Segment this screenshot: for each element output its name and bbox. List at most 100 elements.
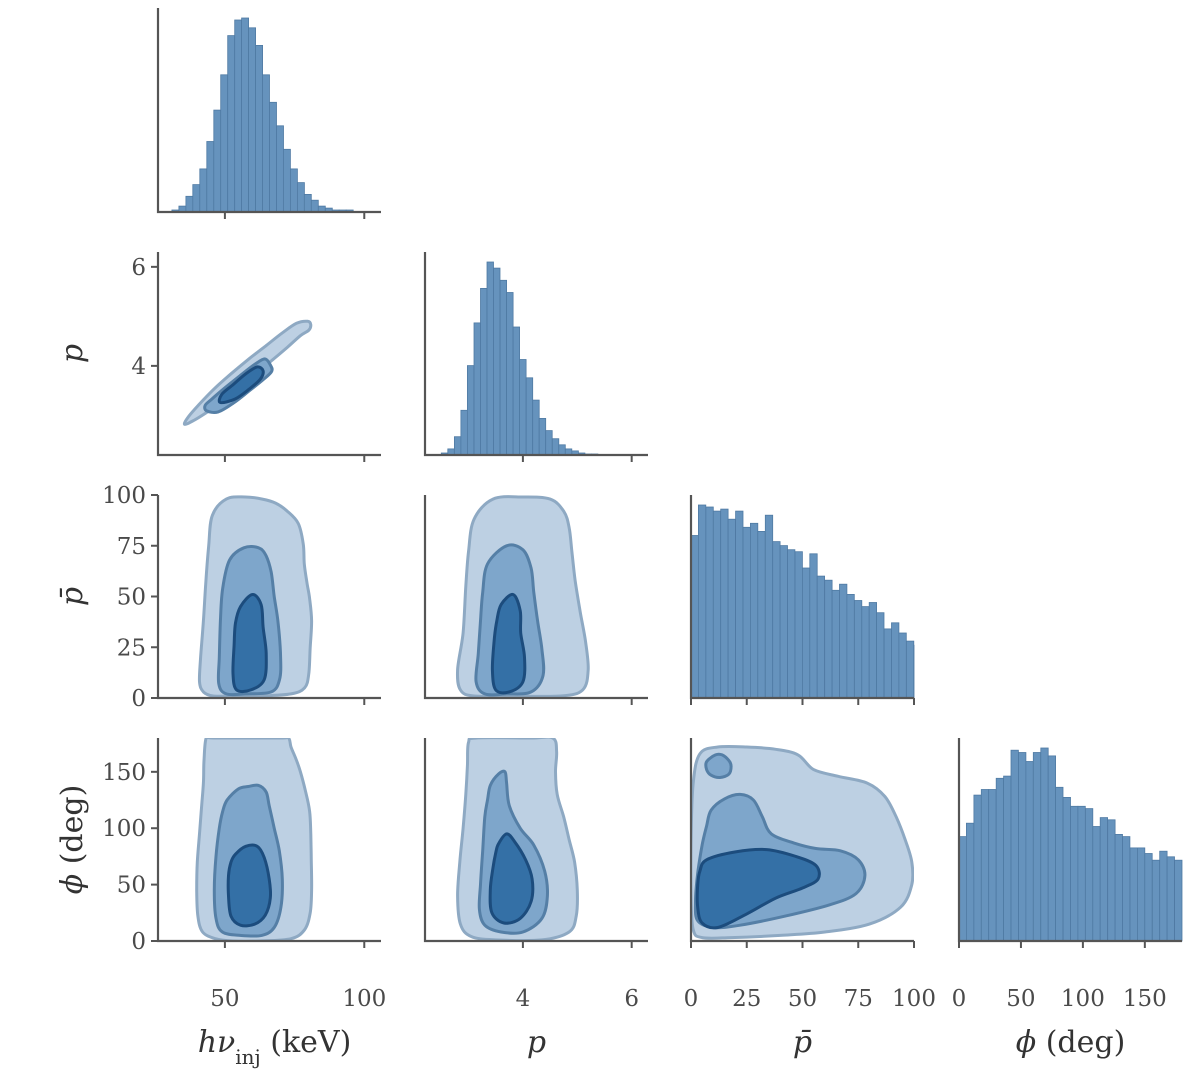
histogram-bar <box>289 168 298 213</box>
histogram-bar <box>705 506 714 699</box>
histogram-bar <box>995 777 1005 942</box>
x-tick-label: 0 <box>952 986 967 1012</box>
histogram-bar <box>750 522 759 699</box>
histogram-bar <box>453 436 462 456</box>
histogram-bar <box>698 504 707 699</box>
histogram-bar <box>296 182 305 213</box>
y-axis-label-p: p <box>55 344 90 363</box>
histogram-bar <box>1099 817 1108 942</box>
histogram-bar <box>779 545 788 699</box>
histogram-bar <box>973 794 982 942</box>
histogram-bar <box>831 589 840 699</box>
histogram-bar <box>227 35 236 213</box>
histogram-bar <box>506 292 514 456</box>
histogram-bar <box>898 632 907 699</box>
contour-inner <box>217 365 265 405</box>
y-tick-label: 50 <box>117 585 146 611</box>
histogram-bar <box>876 612 885 699</box>
histogram-bar <box>1032 752 1042 942</box>
x-tick-label: 50 <box>210 986 239 1012</box>
histogram-bar <box>1055 786 1064 942</box>
histogram-bar <box>499 279 508 456</box>
histogram-bar <box>532 399 540 456</box>
histogram-phi <box>958 747 1183 942</box>
axis-label-symbol: p̄ <box>55 587 90 606</box>
axes-spine <box>156 252 381 457</box>
histogram-bar <box>558 444 566 456</box>
histogram-bar <box>525 377 534 456</box>
y-tick-label: 25 <box>117 635 146 661</box>
histogram-bar <box>839 583 848 699</box>
histogram-bar <box>1174 859 1183 942</box>
contour-panel-p-pbar <box>455 495 590 698</box>
histogram-bar <box>868 602 878 699</box>
axis-label-subscript: inj <box>235 1045 260 1069</box>
y-tick-label: 100 <box>102 816 146 842</box>
histogram-bar <box>512 326 520 456</box>
histogram-bar <box>891 622 900 699</box>
histogram-bar <box>809 553 818 699</box>
x-tick-label: 100 <box>1061 986 1105 1012</box>
histogram-bar <box>1092 826 1101 942</box>
histogram-bar <box>772 541 781 699</box>
contour-inner <box>231 593 268 694</box>
histogram-bar <box>282 148 291 213</box>
contour-inner <box>695 847 821 930</box>
histogram-bar <box>493 267 501 456</box>
contour-island <box>704 752 733 780</box>
axes-spine <box>156 8 381 214</box>
histogram-bar <box>1144 853 1153 942</box>
y-tick-label: 0 <box>131 686 146 712</box>
x-axis-label-pbar: p̄ <box>793 1025 812 1060</box>
histogram-hnu <box>171 17 354 213</box>
axis-label-symbol: p <box>55 344 90 363</box>
histogram-bar <box>538 417 547 456</box>
histogram-bar <box>1159 850 1168 942</box>
histogram-bar <box>757 531 766 699</box>
axis-label-symbol: hν <box>198 1025 236 1060</box>
x-tick-label: 100 <box>342 986 386 1012</box>
y-axis-label-phi: ϕ (deg) <box>55 785 90 895</box>
histogram-bar <box>234 19 243 213</box>
y-tick-label: 75 <box>117 534 146 560</box>
x-tick-label: 50 <box>1006 986 1035 1012</box>
axis-label-symbol: p̄ <box>793 1025 812 1060</box>
histogram-bar <box>727 518 736 699</box>
y-tick-label: 4 <box>131 354 146 380</box>
axes-spine <box>423 252 648 457</box>
histogram-bar <box>1107 819 1116 942</box>
histogram-bar <box>255 45 264 213</box>
histogram-bar <box>764 514 774 699</box>
histogram-bar <box>988 789 997 942</box>
y-tick-label: 6 <box>131 255 146 281</box>
contour-panel-hnu-pbar <box>197 495 314 698</box>
histogram-bar <box>1047 755 1056 942</box>
histogram-bar <box>1114 834 1123 942</box>
contour-inner <box>490 592 527 695</box>
histogram-bar <box>1025 761 1034 942</box>
axes-spine <box>423 738 648 943</box>
histogram-bar <box>1151 859 1161 942</box>
histogram-bar <box>199 168 208 213</box>
histogram-bar <box>690 535 699 699</box>
y-tick-label: 100 <box>102 483 146 509</box>
x-tick-label: 25 <box>732 986 761 1012</box>
x-tick-label: 4 <box>516 986 531 1012</box>
y-tick-label: 150 <box>102 760 146 786</box>
x-tick-label: 0 <box>684 986 699 1012</box>
histogram-bar <box>1137 847 1146 942</box>
histogram-bar <box>906 640 915 699</box>
histogram-bar <box>720 508 729 699</box>
histogram-bar <box>742 526 751 699</box>
histogram-bar <box>1010 749 1019 942</box>
histogram-bar <box>269 101 277 213</box>
x-axis-label-p: p <box>527 1025 546 1060</box>
axis-label-symbol: ϕ <box>1016 1025 1036 1060</box>
histogram-bar <box>276 125 284 213</box>
histogram-bar <box>1003 775 1012 942</box>
histogram-bar <box>1018 752 1027 942</box>
histogram-bar <box>1166 856 1175 942</box>
histogram-bar <box>854 600 863 699</box>
histogram-p <box>440 261 599 456</box>
